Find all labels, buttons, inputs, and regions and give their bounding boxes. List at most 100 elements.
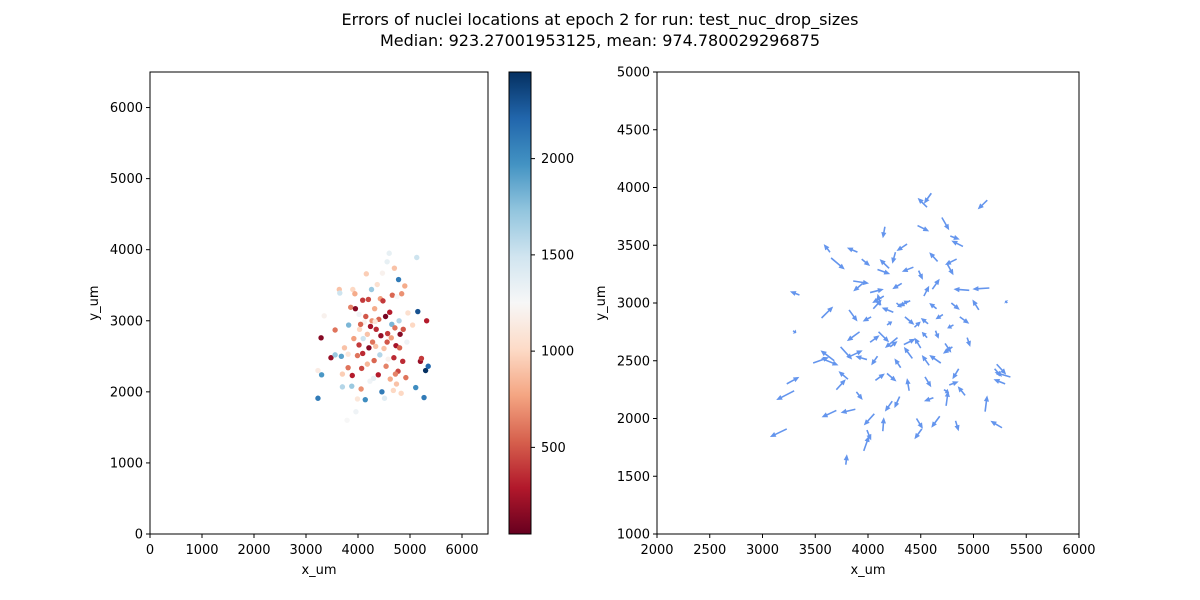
scatter-point (315, 367, 321, 374)
quiver-arrow (904, 316, 915, 325)
quiver-arrow (990, 420, 1003, 429)
scatter-point (371, 305, 378, 312)
0-y-tick-label: 1000 (110, 456, 143, 471)
quiver-arrow (917, 224, 930, 232)
quiver-arrow (929, 355, 942, 364)
scatter-point (375, 372, 381, 378)
quiver-arrow (950, 235, 960, 240)
quiver-arrow (894, 358, 902, 369)
1-y-tick-label: 2000 (617, 412, 650, 427)
0-y-axis-label: y_um (87, 285, 102, 320)
scatter-point (383, 363, 389, 369)
1-x-tick-label: 3000 (746, 543, 779, 558)
figure-subtitle: Median: 923.27001953125, mean: 974.78002… (379, 31, 821, 50)
scatter-point (378, 332, 384, 339)
quiver-arrow (903, 346, 913, 359)
quiver-arrow (812, 356, 829, 364)
quiver-arrow (881, 226, 887, 239)
scatter-point (421, 394, 427, 401)
quiver-arrow (891, 252, 897, 264)
1-y-tick-label: 3000 (617, 297, 650, 312)
quiver-arrow (950, 302, 960, 310)
scatter-point (379, 270, 386, 276)
quiver-arrow (872, 295, 885, 303)
quiver-arrow (983, 395, 989, 412)
quiver-arrow (945, 258, 957, 265)
quiver-arrow (879, 259, 890, 269)
colorbar-tick-label: 1000 (541, 345, 574, 360)
quiver-arrow (917, 270, 923, 280)
scatter-point (364, 361, 371, 367)
1-y-axis-label: y_um (594, 285, 609, 320)
0-y-tick-label: 3000 (110, 314, 143, 329)
0-x-tick-label: 2000 (237, 543, 270, 558)
quiver-arrow (821, 306, 834, 319)
quiver-arrow (972, 286, 990, 292)
quiver-arrow (929, 303, 938, 310)
scatter-point (400, 326, 406, 332)
quiver-arrow (792, 329, 797, 334)
1-x-tick-label: 4000 (851, 543, 884, 558)
quiver-arrow (935, 313, 944, 320)
quiver-arrow (949, 381, 959, 386)
quiver-arrow (905, 378, 911, 391)
scatter-point (394, 293, 400, 300)
quiver-arrow (863, 435, 870, 452)
quiver-arrow (855, 391, 863, 400)
1-x-tick-label: 2000 (640, 543, 673, 558)
scatter-point (404, 339, 410, 345)
scatter-point (352, 291, 358, 297)
scatter-point (397, 331, 403, 337)
scatter-point (367, 323, 374, 330)
1-x-tick-label: 4500 (904, 543, 937, 558)
0-x-tick-label: 4000 (341, 543, 374, 558)
scatter-point (392, 325, 398, 331)
quiver-arrow (866, 429, 872, 441)
scatter-point (339, 384, 346, 390)
scatter-point (372, 318, 378, 325)
1-y-tick-label: 5000 (617, 66, 650, 81)
scatter-point (374, 281, 380, 288)
scatter-point (350, 286, 356, 293)
1-y-tick-label: 1000 (617, 528, 650, 543)
scatter-point (352, 305, 359, 312)
quiver-arrow (1004, 300, 1009, 304)
scatter-point (363, 271, 370, 277)
scatter-point (396, 318, 402, 324)
0-x-axis-label: x_um (301, 563, 336, 578)
scatter-point (379, 389, 385, 395)
quiver-arrow (901, 266, 914, 272)
scatter-point (370, 375, 377, 382)
scatter-point (396, 345, 403, 351)
quiver-arrow (848, 309, 858, 322)
quiver-arrow (886, 372, 897, 382)
scatter-point (387, 376, 393, 382)
0-x-tick-label: 1000 (185, 543, 218, 558)
scatter-point (418, 355, 425, 362)
scatter-point (354, 396, 361, 402)
quiver-arrow (953, 287, 970, 293)
scatter-point (345, 364, 351, 371)
quiver-arrow (896, 243, 908, 251)
quiver-arrow (931, 415, 941, 428)
scatter-point (369, 339, 376, 345)
quiver-arrow (881, 307, 894, 313)
quiver-arrow (846, 331, 860, 342)
scatter-point (318, 372, 325, 378)
quiver-arrow (892, 282, 903, 290)
colorbar-tick-label: 2000 (541, 152, 574, 167)
scatter-point (413, 384, 419, 391)
quiver-arrow (835, 379, 846, 391)
scatter-point (356, 342, 362, 348)
quiver-arrow (871, 355, 879, 366)
quiver-arrow (830, 257, 845, 270)
quiver-arrow (957, 386, 966, 396)
quiver-arrow (915, 418, 923, 429)
quiver-arrow (840, 408, 856, 414)
quiver-arrow (952, 368, 960, 380)
scatter-point (337, 290, 343, 296)
scatter-point (367, 378, 373, 384)
quiver-arrow (884, 400, 893, 412)
scatter-point (328, 355, 334, 361)
